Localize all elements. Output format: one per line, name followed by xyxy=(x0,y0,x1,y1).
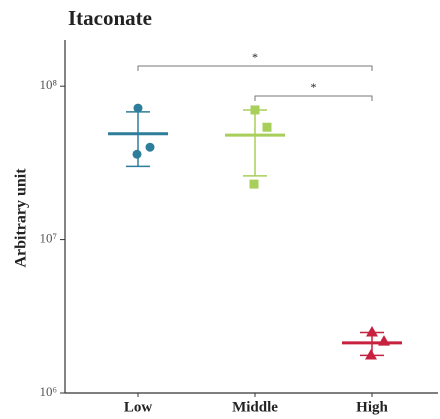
chart-title: Itaconate xyxy=(68,6,152,30)
x-tick-label: High xyxy=(356,399,388,415)
significance-bracket xyxy=(137,65,373,71)
point xyxy=(365,348,377,360)
point xyxy=(250,105,260,115)
significance-label: * xyxy=(311,80,317,94)
x-tick-label: Low xyxy=(124,399,153,415)
point xyxy=(132,149,142,159)
point xyxy=(378,335,390,346)
x-tick-label: Middle xyxy=(232,399,278,415)
point xyxy=(133,103,143,113)
y-tick-label: 10⁶ xyxy=(39,384,57,399)
significance-bracket xyxy=(254,95,373,101)
y-axis-label: Arbitrary unit xyxy=(13,168,30,268)
point xyxy=(262,122,272,132)
point xyxy=(366,325,378,337)
point xyxy=(249,179,259,189)
y-tick-label: 10⁷ xyxy=(39,231,57,246)
point xyxy=(145,142,155,152)
y-tick-label: 10⁸ xyxy=(39,77,57,92)
significance-label: * xyxy=(252,50,258,64)
